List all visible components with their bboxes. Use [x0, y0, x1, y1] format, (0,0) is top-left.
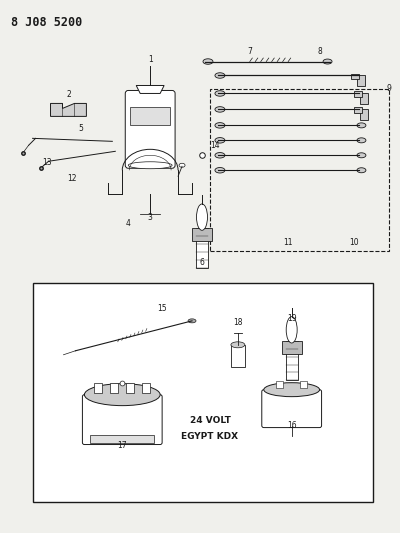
Ellipse shape — [188, 319, 196, 323]
Ellipse shape — [357, 123, 366, 128]
Bar — [110, 383, 118, 393]
Text: 3: 3 — [148, 213, 153, 222]
Text: 2: 2 — [66, 91, 71, 100]
Ellipse shape — [286, 317, 297, 343]
Ellipse shape — [323, 59, 332, 64]
Bar — [196, 228, 208, 268]
Bar — [231, 345, 245, 367]
FancyBboxPatch shape — [82, 394, 162, 445]
Bar — [126, 383, 134, 393]
Text: 8 J08 5200: 8 J08 5200 — [11, 15, 82, 29]
Ellipse shape — [215, 167, 225, 173]
Text: 13: 13 — [42, 158, 51, 167]
Bar — [90, 434, 154, 442]
Ellipse shape — [196, 204, 208, 230]
Text: 8: 8 — [317, 46, 322, 55]
Text: 4: 4 — [126, 219, 131, 228]
Bar — [276, 381, 283, 387]
Text: 24 VOLT: 24 VOLT — [190, 416, 230, 425]
Text: 5: 5 — [78, 124, 83, 133]
Text: 14: 14 — [210, 141, 220, 150]
Ellipse shape — [264, 383, 320, 397]
Ellipse shape — [215, 123, 225, 128]
Text: EGYPT KDX: EGYPT KDX — [182, 432, 238, 441]
Text: 6: 6 — [200, 258, 204, 267]
Text: 1: 1 — [148, 54, 152, 63]
Ellipse shape — [215, 107, 225, 112]
Bar — [358, 76, 366, 86]
Bar — [360, 93, 368, 104]
Ellipse shape — [357, 153, 366, 158]
Text: 7: 7 — [247, 46, 252, 55]
Bar — [352, 74, 360, 79]
Ellipse shape — [215, 138, 225, 143]
Ellipse shape — [357, 138, 366, 143]
Ellipse shape — [357, 168, 366, 173]
Bar — [354, 108, 362, 114]
Bar — [130, 108, 170, 125]
Bar — [142, 383, 150, 393]
Bar — [282, 341, 302, 354]
Ellipse shape — [215, 73, 225, 78]
Bar — [192, 228, 212, 241]
Ellipse shape — [215, 152, 225, 158]
Bar — [354, 92, 362, 98]
Bar — [286, 341, 298, 381]
Bar — [32, 283, 373, 503]
Text: 15: 15 — [157, 304, 167, 313]
Ellipse shape — [215, 91, 225, 96]
Text: 12: 12 — [68, 174, 77, 183]
Polygon shape — [50, 103, 86, 116]
Text: 16: 16 — [287, 421, 296, 430]
Ellipse shape — [179, 163, 185, 167]
Polygon shape — [136, 85, 164, 93]
Bar — [360, 109, 368, 120]
Ellipse shape — [203, 59, 213, 64]
Bar — [300, 381, 307, 387]
Text: 10: 10 — [350, 238, 359, 247]
FancyBboxPatch shape — [125, 91, 175, 168]
Text: 9: 9 — [387, 84, 392, 93]
Ellipse shape — [231, 342, 245, 348]
Ellipse shape — [84, 384, 160, 406]
Ellipse shape — [128, 162, 172, 169]
FancyBboxPatch shape — [262, 390, 322, 427]
Bar — [210, 90, 389, 251]
Text: 17: 17 — [118, 441, 127, 449]
Text: 19: 19 — [287, 314, 296, 323]
Text: 11: 11 — [283, 238, 292, 247]
Bar — [94, 383, 102, 393]
Text: 18: 18 — [233, 318, 243, 327]
